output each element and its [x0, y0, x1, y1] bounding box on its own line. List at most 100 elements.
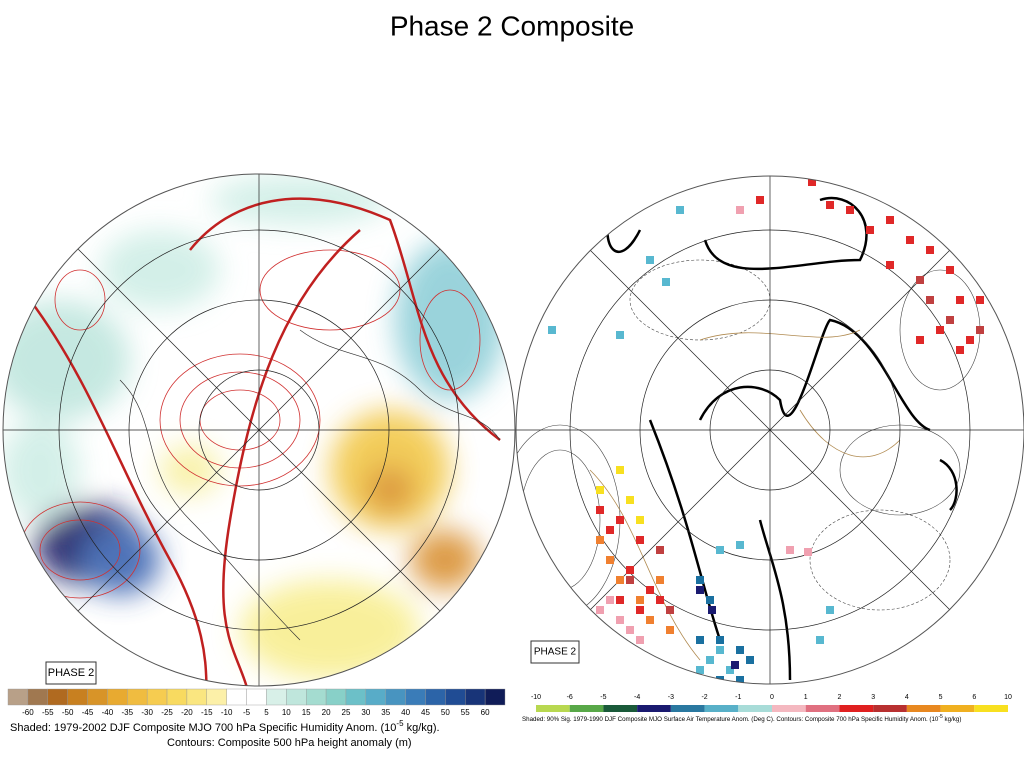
colorbar-label: 35 — [381, 708, 390, 717]
colorbar-swatch — [805, 705, 840, 712]
sig-square — [616, 576, 624, 584]
sig-square — [646, 616, 654, 624]
colorbar-label: 5 — [939, 694, 943, 701]
sig-square — [976, 296, 984, 304]
sig-square — [708, 606, 716, 614]
colorbar-swatch — [445, 688, 466, 706]
sig-square — [656, 596, 664, 604]
sig-square — [626, 626, 634, 634]
sig-square — [716, 636, 724, 644]
colorbar-swatch — [637, 705, 671, 712]
colorbar-label: 10 — [282, 708, 291, 717]
sig-square — [696, 666, 704, 674]
sig-square — [956, 346, 964, 354]
colorbar-swatch — [186, 688, 207, 706]
colorbar-swatch — [839, 705, 874, 712]
colorbar-swatch — [704, 705, 739, 712]
sig-square — [804, 548, 812, 556]
colorbar-label: -1 — [735, 694, 741, 701]
colorbar-label: 1 — [804, 694, 808, 701]
colorbar-swatch — [7, 688, 29, 706]
sig-square — [716, 546, 724, 554]
colorbar-label: -45 — [82, 708, 94, 717]
sig-square — [946, 316, 954, 324]
sig-square — [926, 246, 934, 254]
colorbar-swatch — [306, 688, 327, 706]
colorbar-label: 3 — [871, 694, 875, 701]
colorbar-label: -10 — [531, 694, 541, 701]
colorbar-label: 4 — [905, 694, 909, 701]
colorbar-label: -20 — [181, 708, 193, 717]
sig-square — [706, 656, 714, 664]
sig-square — [636, 536, 644, 544]
left-map — [3, 174, 515, 686]
colorbar-label: 30 — [361, 708, 370, 717]
right-colorbar: -10 -6 -5 -4 -3 -2 -1 0 1 2 3 4 5 6 10 — [531, 694, 1012, 712]
sig-square — [626, 576, 634, 584]
sig-square — [696, 636, 704, 644]
colorbar-swatch — [146, 688, 168, 706]
colorbar-swatch — [266, 688, 287, 706]
sig-square — [916, 336, 924, 344]
sig-square — [731, 661, 739, 669]
right-phase-label: PHASE 2 — [534, 647, 577, 658]
colorbar-label: 2 — [837, 694, 841, 701]
colorbar-swatch — [286, 688, 307, 706]
sig-square — [866, 226, 874, 234]
colorbar-label: 55 — [461, 708, 470, 717]
sig-square — [966, 336, 974, 344]
sig-square — [662, 278, 670, 286]
colorbar-label: 20 — [322, 708, 331, 717]
colorbar-label: -4 — [634, 694, 640, 701]
colorbar-label: 50 — [441, 708, 450, 717]
caption-sup: -5 — [396, 719, 404, 728]
sig-square — [886, 216, 894, 224]
colorbar-label: 5 — [264, 708, 269, 717]
colorbar-label: -10 — [221, 708, 233, 717]
colorbar-label: -3 — [668, 694, 674, 701]
colorbar-label: 45 — [421, 708, 430, 717]
colorbar-swatch — [405, 688, 426, 706]
colorbar-label: -30 — [141, 708, 153, 717]
colorbar-label: -25 — [161, 708, 173, 717]
colorbar-label: -40 — [102, 708, 114, 717]
sig-square — [946, 266, 954, 274]
colorbar-label: -2 — [701, 694, 707, 701]
sig-square — [656, 546, 664, 554]
sig-square — [826, 201, 834, 209]
sig-square — [636, 636, 644, 644]
caption-part: Shaded: 90% Sig. 1979-1990 DJF Composite… — [522, 716, 939, 723]
colorbar-swatch — [873, 705, 907, 712]
sig-square — [636, 516, 644, 524]
colorbar-label: 40 — [401, 708, 410, 717]
sig-square — [726, 666, 734, 674]
sig-square — [596, 536, 604, 544]
sig-square — [786, 546, 794, 554]
sig-square — [666, 606, 674, 614]
sig-square — [716, 646, 724, 654]
left-caption-2: Contours: Composite 500 hPa height anoma… — [167, 737, 412, 749]
sig-square — [606, 526, 614, 534]
left-map-rim — [2, 173, 516, 687]
sig-square — [736, 541, 744, 549]
caption-part: kg/kg). — [404, 722, 440, 734]
colorbar-label: 60 — [481, 708, 490, 717]
sig-square — [646, 256, 654, 264]
caption-part: Shaded: 1979-2002 DJF Composite MJO 700 … — [10, 722, 396, 734]
colorbar-swatch — [670, 705, 705, 712]
caption-part: kg/kg) — [943, 716, 962, 723]
colorbar-label: -35 — [121, 708, 133, 717]
right-map-rim — [515, 175, 1024, 685]
colorbar-swatch — [974, 705, 1008, 712]
sig-square — [826, 606, 834, 614]
sig-square — [696, 576, 704, 584]
colorbar-label: 25 — [342, 708, 351, 717]
sig-square — [816, 636, 824, 644]
colorbar-swatch — [738, 705, 772, 712]
sig-square — [676, 206, 684, 214]
sig-square — [616, 466, 624, 474]
left-phase-box — [45, 661, 97, 685]
colorbar-swatch — [536, 705, 570, 712]
caption-sup: -5 — [938, 714, 943, 720]
